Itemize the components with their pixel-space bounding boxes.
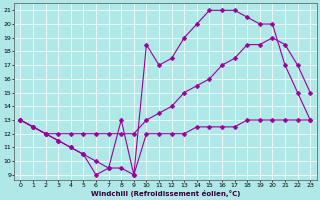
X-axis label: Windchill (Refroidissement éolien,°C): Windchill (Refroidissement éolien,°C) — [91, 190, 240, 197]
